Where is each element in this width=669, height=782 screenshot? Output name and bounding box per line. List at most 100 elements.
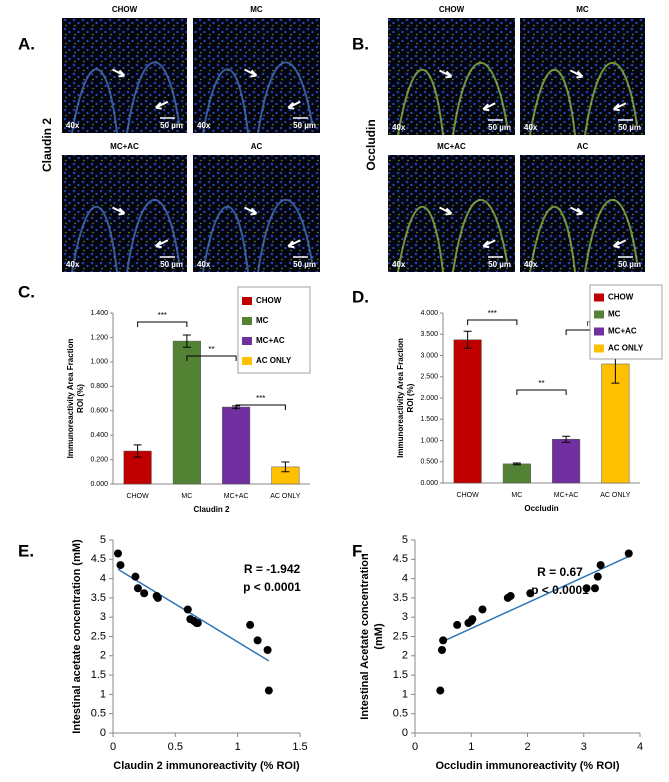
error-bar bbox=[463, 330, 472, 349]
magnification: 40x bbox=[524, 123, 538, 132]
y-tick-label: 2 bbox=[402, 650, 408, 662]
image-title: CHOW bbox=[439, 5, 465, 14]
arrow bbox=[244, 68, 258, 78]
villus-outline bbox=[71, 199, 180, 273]
y-tick-label: 3 bbox=[402, 611, 408, 623]
point bbox=[193, 618, 202, 627]
annotation: p < 0.0001 bbox=[531, 583, 589, 597]
arrow bbox=[287, 239, 301, 249]
point bbox=[593, 572, 602, 581]
y-tick-label: 3.000 bbox=[420, 352, 438, 359]
panel-label: D. bbox=[352, 287, 369, 306]
villus-outline bbox=[397, 62, 508, 136]
marker-label: Occludin bbox=[364, 119, 378, 170]
x-tick-label: CHOW bbox=[127, 493, 150, 500]
scale-label: 50 µm bbox=[293, 260, 316, 269]
y-tick-label: 0.200 bbox=[90, 456, 108, 463]
arrow bbox=[570, 206, 584, 216]
significance-bracket bbox=[467, 319, 518, 325]
x-tick-label: 1 bbox=[468, 741, 474, 753]
magnification: 40x bbox=[524, 260, 538, 269]
point bbox=[453, 620, 462, 629]
magnification: 40x bbox=[197, 121, 211, 130]
y-tick-label: 2.5 bbox=[393, 630, 408, 642]
point bbox=[624, 549, 633, 558]
image-title: MC+AC bbox=[110, 142, 139, 151]
y-axis-label: ROI (%) bbox=[76, 384, 85, 413]
x-tick-label: 1.5 bbox=[292, 741, 307, 753]
arrow bbox=[155, 100, 169, 110]
x-tick-label: MC bbox=[181, 493, 192, 500]
x-axis-label: Claudin 2 immunoreactivity (% ROI) bbox=[113, 760, 300, 772]
magnification: 40x bbox=[392, 123, 406, 132]
bar bbox=[172, 340, 201, 485]
x-tick-label: MC bbox=[511, 492, 522, 499]
point bbox=[246, 620, 255, 629]
point bbox=[133, 584, 142, 593]
legend-swatch bbox=[242, 297, 252, 305]
panel-label: E. bbox=[18, 541, 34, 560]
point bbox=[113, 549, 122, 558]
scale-label: 50 µm bbox=[618, 123, 641, 132]
significance-label: *** bbox=[256, 394, 265, 403]
point bbox=[439, 636, 448, 645]
legend-swatch bbox=[594, 310, 604, 319]
point bbox=[263, 646, 272, 655]
y-tick-label: 2 bbox=[100, 650, 106, 662]
legend-swatch bbox=[242, 317, 252, 325]
panel-label: C. bbox=[18, 282, 35, 301]
y-axis-label: Intestinal Acetate concentration bbox=[359, 553, 371, 720]
y-tick-label: 4.5 bbox=[393, 553, 408, 565]
y-tick-label: 0.000 bbox=[420, 480, 438, 487]
y-tick-label: 1.400 bbox=[90, 310, 108, 317]
point bbox=[478, 605, 487, 614]
point bbox=[140, 589, 149, 598]
y-axis-label: Immunoreactivity Area Fraction bbox=[66, 339, 75, 459]
point bbox=[468, 615, 477, 624]
significance-label: *** bbox=[488, 309, 497, 318]
legend-label: MC bbox=[608, 310, 621, 319]
error-bar bbox=[133, 444, 142, 458]
y-axis-label: Intestinal acetate concentration (mM) bbox=[71, 539, 83, 734]
y-tick-label: 2.000 bbox=[420, 395, 438, 402]
x-tick-label: 2 bbox=[524, 741, 530, 753]
legend-label: CHOW bbox=[608, 293, 634, 302]
error-bar bbox=[512, 462, 521, 466]
y-tick-label: 1.5 bbox=[91, 669, 106, 681]
magnification: 40x bbox=[66, 121, 80, 130]
y-tick-label: 2.500 bbox=[420, 374, 438, 381]
point bbox=[131, 572, 140, 581]
y-tick-label: 3 bbox=[100, 611, 106, 623]
y-tick-label: 3.500 bbox=[420, 331, 438, 338]
y-tick-label: 3.5 bbox=[91, 592, 106, 604]
y-tick-label: 0.400 bbox=[90, 432, 108, 439]
point bbox=[183, 605, 192, 614]
annotation: R = 0.67 bbox=[537, 565, 583, 579]
y-tick-label: 4.5 bbox=[91, 553, 106, 565]
significance-bracket bbox=[235, 404, 286, 410]
x-tick-label: 3 bbox=[581, 741, 587, 753]
annotation: R = -1.942 bbox=[244, 562, 301, 576]
x-tick-label: CHOW bbox=[457, 492, 480, 499]
legend-swatch bbox=[594, 327, 604, 336]
arrow bbox=[112, 206, 126, 216]
point bbox=[438, 646, 446, 655]
point bbox=[116, 561, 125, 570]
arrow bbox=[482, 239, 496, 249]
point bbox=[526, 589, 535, 598]
y-tick-label: 0.800 bbox=[90, 383, 108, 390]
y-tick-label: 0.5 bbox=[91, 708, 106, 720]
error-bar bbox=[562, 435, 571, 443]
villus-outline bbox=[202, 61, 313, 134]
arrow bbox=[287, 100, 301, 110]
y-axis-label: Immunoreactivity Area Fraction bbox=[396, 338, 405, 458]
villus-outline bbox=[529, 199, 638, 273]
y-tick-label: 1.500 bbox=[420, 416, 438, 423]
villus-outline bbox=[202, 199, 313, 273]
significance-label: ** bbox=[538, 379, 544, 388]
image-title: MC bbox=[576, 5, 589, 14]
legend-swatch bbox=[594, 344, 604, 353]
magnification: 40x bbox=[392, 260, 406, 269]
y-tick-label: 1.200 bbox=[90, 334, 108, 341]
